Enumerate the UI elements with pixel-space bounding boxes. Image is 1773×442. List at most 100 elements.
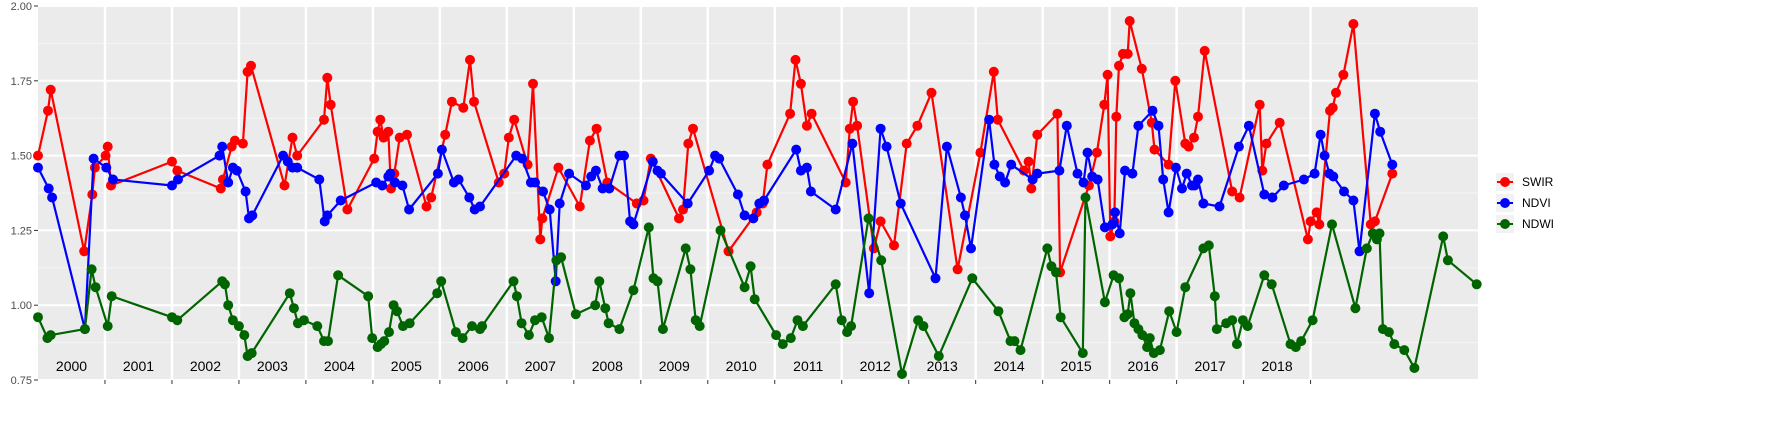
data-point-ndvi [240,186,251,197]
data-point-ndvi [1214,201,1225,212]
data-point-ndvi [1000,177,1011,188]
data-point-ndwi [836,315,847,326]
data-point-ndvi [1375,126,1386,137]
data-point-ndvi [930,273,941,284]
data-point-ndwi [467,321,477,332]
data-point-swir [1124,16,1135,26]
data-point-ndwi [1438,231,1449,242]
data-point-ndwi [392,306,402,317]
data-point-ndwi [1171,327,1182,338]
year-label: 2018 [1261,358,1292,374]
data-point-ndvi [960,210,970,221]
data-point-ndwi [749,294,760,305]
data-point-ndvi [805,186,816,197]
data-point-swir [801,120,812,131]
data-point-ndvi [1082,147,1093,158]
year-label: 2016 [1128,358,1159,374]
data-point-swir [1327,102,1338,113]
data-point-ndwi [404,318,415,329]
data-point-ndvi [385,168,396,179]
year-label: 2009 [659,358,690,374]
data-point-ndvi [33,162,43,173]
data-point-swir [988,66,999,77]
year-label: 2011 [793,358,823,374]
data-point-ndvi [739,210,750,221]
data-point-swir [102,141,113,152]
data-point-ndwi [333,270,344,281]
data-point-ndvi [432,168,443,179]
data-point-ndvi [43,183,54,194]
data-point-swir [1122,48,1133,59]
data-point-ndvi [875,123,886,134]
data-point-ndvi [847,138,858,149]
data-point-ndwi [1154,345,1165,356]
data-point-ndwi [1327,219,1337,230]
data-point-ndvi [604,183,615,194]
data-point-ndvi [1298,174,1309,185]
data-point-ndwi [652,276,663,287]
data-point-swir [1023,156,1034,167]
data-point-ndwi [544,333,554,344]
data-point-swir [1026,183,1037,194]
data-point-ndvi [704,165,715,176]
data-point-swir [889,240,899,251]
data-point-ndwi [556,252,567,263]
data-point-ndvi [1110,207,1120,218]
data-point-ndvi [1133,120,1144,131]
data-point-swir [43,105,53,116]
data-point-ndvi [223,177,234,188]
gridlines [38,5,1478,381]
y-tick-label: 1.75 [11,76,32,88]
data-point-ndvi [88,153,99,164]
data-point-ndwi [511,291,522,302]
data-point-ndvi [1278,180,1289,191]
legend-label: NDWI [1522,217,1554,231]
data-point-ndvi [984,114,995,125]
data-point-ndvi [748,213,759,224]
data-point-ndwi [1180,282,1191,293]
data-point-ndvi [1315,129,1326,140]
data-point-ndwi [172,315,183,326]
data-point-ndwi [233,321,244,332]
data-point-swir [1189,132,1199,143]
data-point-swir [375,114,386,125]
data-point-swir [322,72,333,83]
data-point-swir [683,138,694,149]
data-point-ndwi [367,333,378,344]
data-point-swir [469,96,479,107]
data-point-ndvi [173,174,183,185]
data-point-swir [1111,111,1122,122]
y-tick-label: 1.25 [11,225,32,237]
data-point-ndwi [1242,321,1253,332]
data-point-swir [806,108,817,119]
data-point-swir [1234,192,1245,203]
data-point-ndvi [335,195,346,206]
legend-key-point [1500,219,1510,229]
data-point-ndvi [101,162,112,173]
data-point-ndwi [715,225,726,236]
data-point-swir [1261,138,1272,149]
data-point-ndwi [457,333,468,344]
data-point-ndvi [1054,165,1065,176]
year-label: 2007 [525,358,556,374]
data-point-ndwi [685,264,696,275]
data-point-ndwi [363,291,374,302]
data-point-swir [528,78,538,89]
data-point-ndvi [377,180,388,191]
data-point-ndwi [1042,243,1053,254]
data-point-ndvi [682,198,693,209]
year-label: 2008 [592,358,623,374]
data-point-ndvi [941,141,952,152]
data-point-ndwi [379,336,390,347]
data-point-swir [1254,99,1265,110]
data-point-ndwi [384,327,394,338]
legend-key-point [1500,177,1510,187]
data-point-swir [465,54,475,65]
data-point-ndwi [508,276,519,287]
data-point-ndwi [570,309,581,320]
data-point-ndvi [1114,228,1125,239]
data-point-swir [795,78,806,89]
data-point-ndwi [1055,312,1066,323]
data-point-swir [383,126,394,137]
data-point-swir [1193,111,1203,122]
